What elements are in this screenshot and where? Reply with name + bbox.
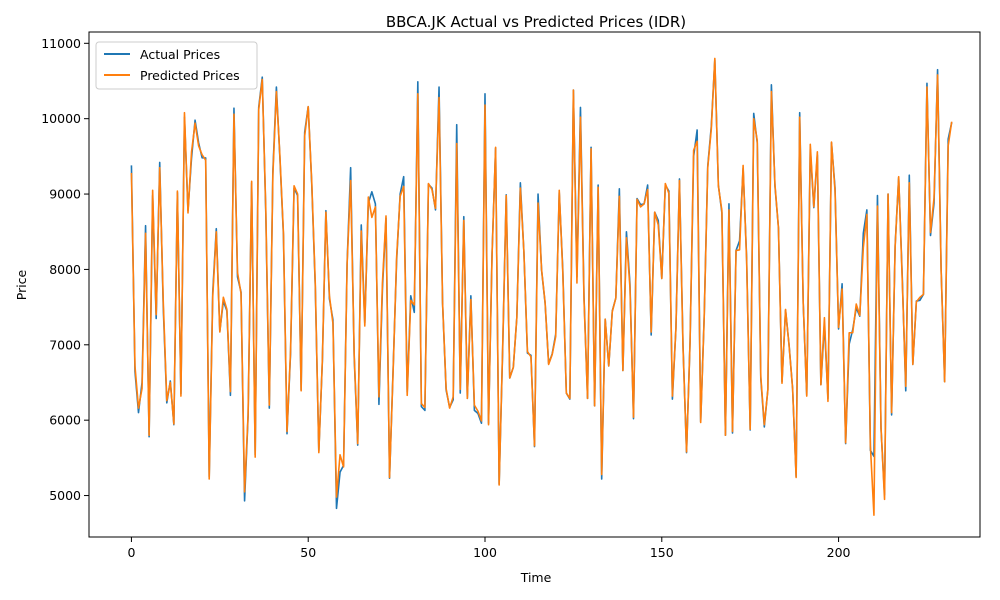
x-tick-label: 50 — [300, 545, 316, 560]
x-tick-label: 200 — [827, 545, 851, 560]
y-tick-label: 10000 — [41, 111, 81, 126]
x-tick-label: 100 — [473, 545, 497, 560]
y-axis-title: Price — [14, 269, 29, 300]
y-tick-label: 5000 — [49, 488, 81, 503]
legend: Actual Prices Predicted Prices — [95, 41, 258, 90]
legend-label-actual: Actual Prices — [140, 47, 220, 62]
x-tick-label: 0 — [127, 545, 135, 560]
series-line-predicted — [130, 57, 953, 516]
chart-title: BBCA.JK Actual vs Predicted Prices (IDR) — [386, 13, 686, 31]
plot-frame — [88, 31, 981, 538]
y-tick-label: 11000 — [41, 36, 81, 51]
x-axis: 0 50 100 150 200 — [127, 537, 851, 560]
legend-label-predicted: Predicted Prices — [140, 68, 240, 83]
plot-lines — [130, 57, 953, 516]
x-axis-title: Time — [520, 570, 552, 585]
y-tick-label: 8000 — [49, 262, 81, 277]
y-tick-label: 7000 — [49, 337, 81, 352]
y-tick-label: 9000 — [49, 187, 81, 202]
legend-box — [95, 41, 258, 90]
x-tick-label: 150 — [650, 545, 674, 560]
y-tick-label: 6000 — [49, 413, 81, 428]
y-axis: 5000 6000 7000 8000 9000 10000 11000 — [41, 36, 89, 503]
